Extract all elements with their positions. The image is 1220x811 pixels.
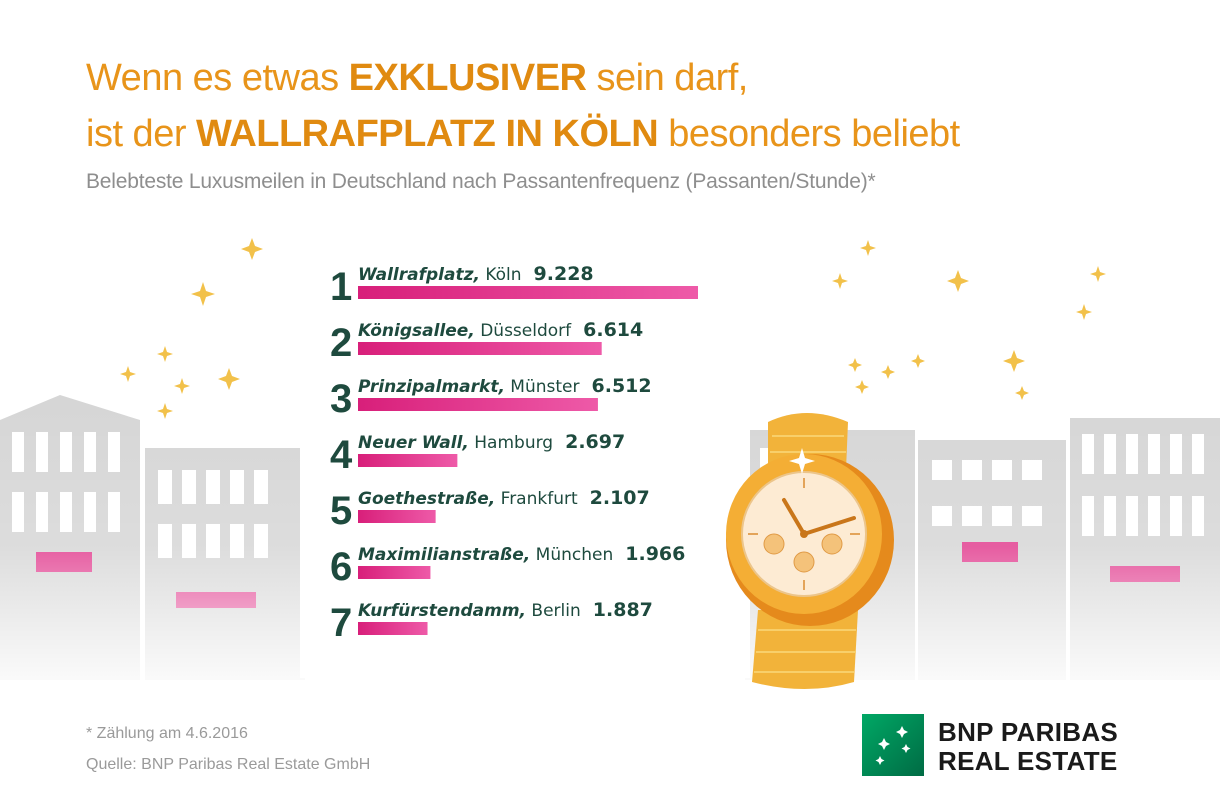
brand-line-1: BNP PARIBAS [938,717,1119,747]
value-label: 9.228 [534,263,594,285]
bar [358,566,431,579]
brand-wordmark: BNP PARIBAS REAL ESTATE [938,718,1118,776]
bnp-paribas-logo-icon [862,714,924,776]
value-label: 2.107 [590,487,650,509]
bar [358,286,698,299]
star-icon [1015,386,1029,400]
value-label: 1.966 [625,543,685,565]
title-line-1: Wenn es etwas EXKLUSIVER sein darf, [86,57,748,99]
star-icon [157,346,173,362]
star-icon [157,403,173,419]
street-name: Kurfürstendamm, [358,601,526,621]
bar [358,510,436,523]
wristwatch-icon [726,413,894,689]
city-name: Düsseldorf [475,321,572,341]
title-line-2: ist der WALLRAFPLATZ IN KÖLN besonders b… [86,113,960,155]
category-label: Königsallee, Düsseldorf [358,321,572,341]
source-note: Quelle: BNP Paribas Real Estate GmbH [86,756,371,773]
street-name: Königsallee, [358,321,475,341]
bar [358,622,428,635]
category-label: Maximilianstraße, München [358,545,613,565]
category-label: Goethestraße, Frankfurt [358,489,578,509]
luxury-streets-bar-chart: 1 Wallrafplatz, Köln 9.228 2 Königsallee, Dü… [330,263,698,645]
category-label: Neuer Wall, Hamburg [358,433,553,453]
rank-number: 4 [330,433,353,477]
category-label: Wallrafplatz, Köln [358,265,522,285]
star-icon [191,282,215,306]
star-icon [1076,304,1092,320]
ranking-panel: 1 Wallrafplatz, Köln 9.228 2 Königsallee, Dü… [300,228,750,678]
street-name: Neuer Wall, [358,433,469,453]
street-name: Prinzipalmarkt, [358,377,505,397]
star-icon [848,358,862,372]
street-name: Goethestraße, [358,489,495,509]
city-name: Frankfurt [495,489,578,509]
bar [358,398,598,411]
value-label: 2.697 [565,431,625,453]
rank-number: 6 [330,545,352,589]
star-icon [860,240,876,256]
star-icon [947,270,969,292]
rank-number: 3 [330,377,352,421]
star-icon [881,365,895,379]
category-label: Kurfürstendamm, Berlin [358,601,581,621]
chart-title: Wenn es etwas EXKLUSIVER sein darf, ist … [86,50,960,162]
city-name: München [530,545,613,565]
value-label: 6.614 [583,319,643,341]
star-icon [911,354,925,368]
star-icon [855,380,869,394]
bar [358,454,458,467]
rank-number: 5 [330,489,352,533]
star-icon [218,368,240,390]
star-icon [1090,266,1106,282]
bar [358,342,602,355]
value-label: 6.512 [592,375,652,397]
star-icon [241,238,263,260]
city-name: Hamburg [469,433,553,453]
rank-number: 1 [330,265,352,309]
rank-number: 7 [330,601,352,645]
category-label: Prinzipalmarkt, Münster [358,377,580,397]
city-name: Münster [505,377,580,397]
street-name: Wallrafplatz, [358,265,480,285]
city-name: Berlin [526,601,581,621]
star-icon [120,366,136,382]
city-name: Köln [480,265,522,285]
street-name: Maximilianstraße, [358,545,530,565]
brand-line-2: REAL ESTATE [938,746,1118,776]
footnote: * Zählung am 4.6.2016 [86,725,248,742]
star-icon [832,273,848,289]
star-icon [174,378,190,394]
rank-number: 2 [330,321,352,365]
value-label: 1.887 [593,599,653,621]
chart-subtitle: Belebteste Luxusmeilen in Deutschland na… [86,170,876,193]
star-icon [1003,350,1025,372]
